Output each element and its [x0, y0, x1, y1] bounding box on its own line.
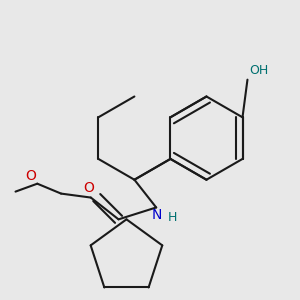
Text: O: O: [26, 169, 36, 183]
Text: H: H: [168, 212, 178, 224]
Text: N: N: [152, 208, 162, 223]
Text: OH: OH: [249, 64, 269, 77]
Text: O: O: [83, 181, 94, 195]
